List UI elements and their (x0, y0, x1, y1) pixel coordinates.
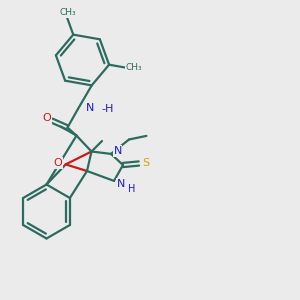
Text: CH₃: CH₃ (125, 63, 142, 72)
Text: H: H (128, 184, 136, 194)
Text: N: N (116, 179, 125, 189)
Text: N: N (86, 103, 94, 113)
Text: S: S (142, 158, 149, 168)
Text: O: O (42, 113, 51, 123)
Text: CH₃: CH₃ (59, 8, 76, 17)
Text: O: O (54, 158, 63, 168)
Text: -H: -H (101, 104, 114, 114)
Text: N: N (113, 146, 122, 156)
